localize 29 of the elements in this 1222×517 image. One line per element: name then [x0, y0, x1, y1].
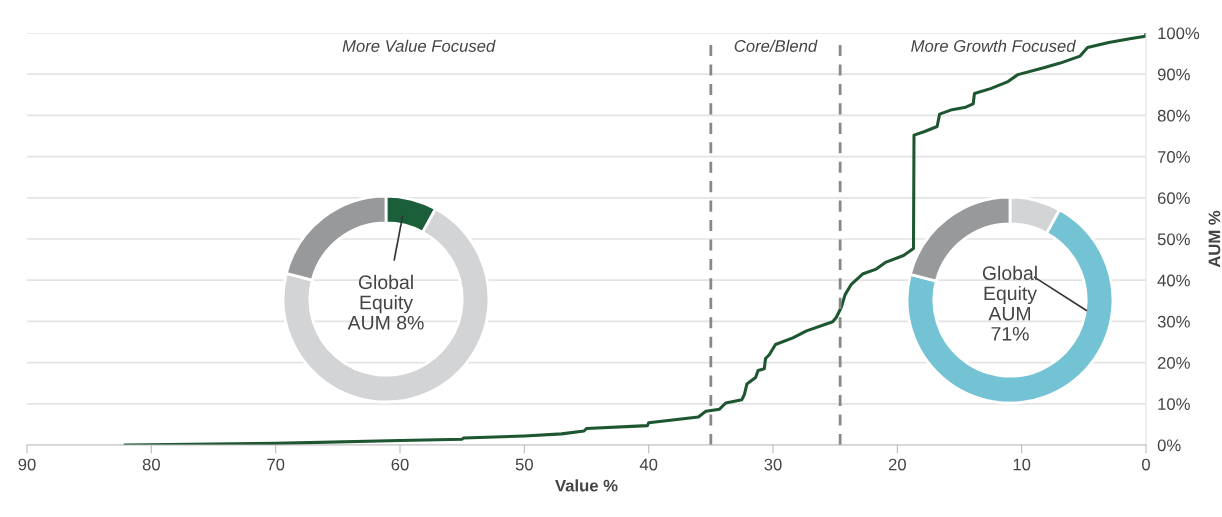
- annotation: More Value Focused: [342, 39, 496, 52]
- x-tick-label: 90: [18, 458, 36, 471]
- x-tick-label: 50: [515, 458, 533, 471]
- x-tick-label: 60: [391, 458, 409, 471]
- annotation: More Growth Focused: [911, 39, 1076, 52]
- y-tick-label: 30%: [1157, 315, 1190, 328]
- y-tick-label: 60%: [1157, 192, 1190, 204]
- x-tick-label: 10: [1013, 458, 1031, 471]
- annotation: Core/Blend: [734, 39, 818, 52]
- y-tick-label: 10%: [1158, 398, 1190, 410]
- annotation: Global Equity AUM 71%: [982, 265, 1037, 341]
- x-tick-label: 70: [267, 458, 285, 471]
- y-tick-label: 50%: [1157, 233, 1190, 246]
- annotation: Global Equity AUM 8%: [347, 274, 424, 330]
- y-tick-label: 80%: [1157, 109, 1190, 122]
- x-tick-label: 40: [639, 458, 658, 471]
- y-tick-label: 100%: [1158, 27, 1200, 40]
- y-tick-label: 40%: [1157, 274, 1190, 287]
- y-tick-label: 20%: [1157, 357, 1190, 369]
- x-tick-label: 30: [764, 458, 782, 471]
- line-series: [123, 33, 1146, 445]
- y-tick-label: 70%: [1157, 151, 1190, 163]
- x-tick-label: 20: [888, 458, 906, 471]
- x-tick-label: 0: [1142, 458, 1150, 471]
- x-tick-label: 80: [142, 458, 160, 471]
- y-tick-label: 90%: [1157, 68, 1190, 81]
- y-tick-label: 0%: [1157, 439, 1181, 452]
- x-axis-title: Value %: [555, 479, 618, 492]
- y-axis-title: AUM %: [1208, 210, 1221, 268]
